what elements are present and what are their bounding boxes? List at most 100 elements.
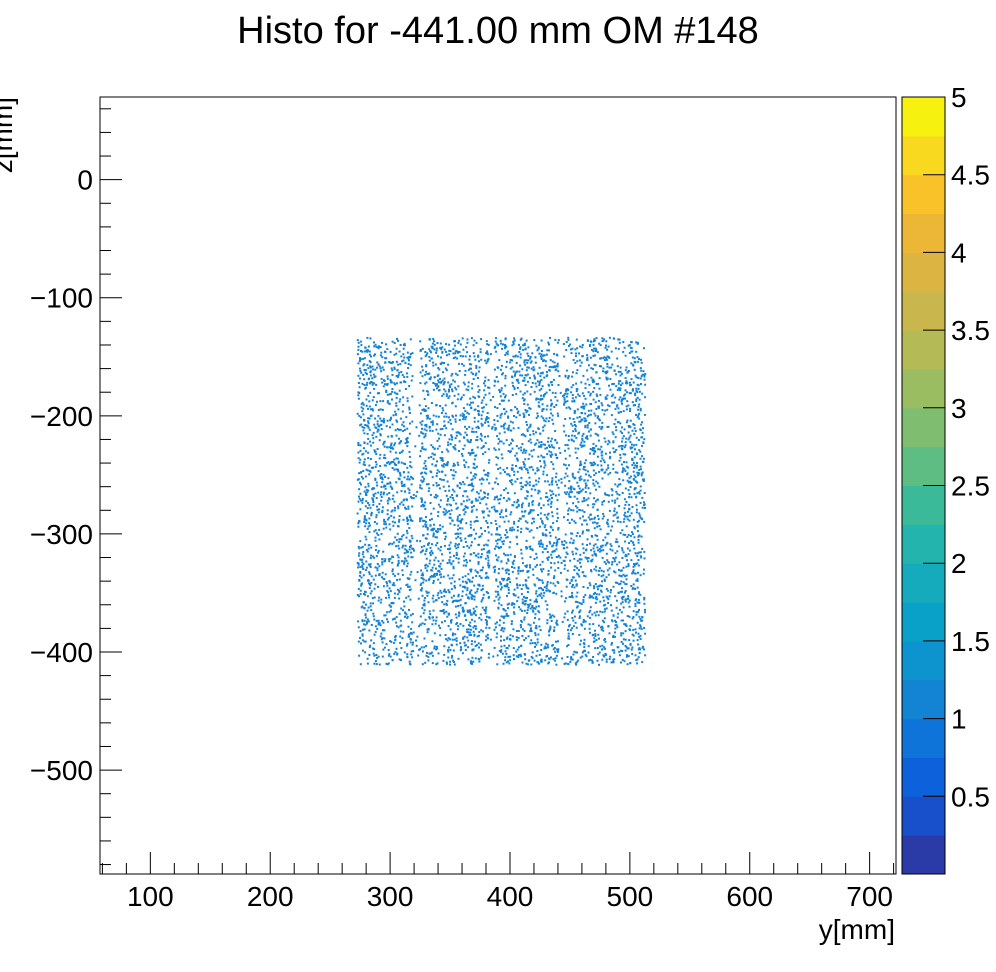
hit-point bbox=[606, 408, 609, 411]
hit-point bbox=[480, 527, 482, 530]
hit-point bbox=[461, 590, 464, 593]
hit-point bbox=[498, 513, 501, 516]
hit-point bbox=[593, 387, 596, 389]
hit-point bbox=[487, 566, 490, 569]
hit-point bbox=[593, 447, 596, 450]
hit-point bbox=[600, 445, 603, 448]
hit-point bbox=[372, 501, 375, 503]
hit-point bbox=[528, 413, 530, 416]
hit-point bbox=[605, 562, 607, 565]
hit-point bbox=[586, 615, 589, 618]
hit-point bbox=[470, 401, 472, 404]
hit-point bbox=[525, 339, 528, 342]
hit-point bbox=[553, 659, 556, 662]
hit-point bbox=[420, 500, 423, 503]
hit-point bbox=[369, 470, 372, 473]
hit-point bbox=[465, 461, 468, 464]
hit-point bbox=[373, 662, 376, 665]
hit-point bbox=[426, 591, 429, 594]
hit-point bbox=[436, 447, 439, 450]
hit-point bbox=[466, 587, 469, 590]
hit-point bbox=[582, 619, 585, 621]
hit-point bbox=[537, 492, 540, 495]
hit-point bbox=[620, 649, 623, 652]
hit-point bbox=[540, 358, 543, 360]
hit-point bbox=[592, 596, 595, 599]
hit-point bbox=[481, 510, 484, 513]
hit-point bbox=[590, 376, 593, 379]
hit-point bbox=[623, 468, 626, 471]
hit-point bbox=[607, 439, 610, 442]
hit-point bbox=[544, 420, 547, 423]
hit-point bbox=[445, 415, 448, 418]
hit-point bbox=[624, 515, 627, 518]
hit-point bbox=[397, 626, 400, 629]
hit-point bbox=[631, 587, 634, 590]
hit-point bbox=[535, 605, 538, 608]
hit-point bbox=[386, 377, 389, 380]
hit-point bbox=[467, 466, 470, 469]
hit-point bbox=[493, 571, 496, 573]
hit-point bbox=[627, 563, 630, 566]
hit-point bbox=[596, 482, 599, 485]
hit-point bbox=[495, 523, 498, 526]
hit-point bbox=[586, 586, 589, 589]
hit-point bbox=[382, 368, 385, 371]
hit-point bbox=[398, 400, 401, 403]
hit-point bbox=[628, 344, 631, 347]
hit-point bbox=[366, 469, 369, 472]
hit-point bbox=[382, 443, 385, 446]
hit-point bbox=[519, 608, 522, 611]
hit-point bbox=[599, 600, 602, 603]
hit-point bbox=[455, 388, 458, 391]
hit-point bbox=[421, 622, 424, 625]
hit-point bbox=[437, 484, 440, 486]
hit-point bbox=[427, 601, 430, 604]
hit-point bbox=[606, 348, 609, 351]
hit-point bbox=[447, 649, 449, 652]
hit-point bbox=[552, 463, 555, 466]
hit-point bbox=[591, 521, 594, 524]
hit-point bbox=[612, 634, 615, 637]
hit-point bbox=[478, 478, 481, 481]
hit-point bbox=[537, 610, 540, 613]
hit-point bbox=[361, 582, 364, 585]
hit-point bbox=[402, 359, 405, 362]
hit-point bbox=[550, 399, 553, 402]
hit-point bbox=[624, 470, 627, 472]
hit-point bbox=[509, 361, 512, 364]
hit-point bbox=[494, 481, 497, 484]
hit-point bbox=[609, 543, 612, 546]
hit-point bbox=[356, 512, 359, 515]
hit-point bbox=[433, 348, 436, 351]
hit-point bbox=[366, 527, 369, 530]
hit-point bbox=[625, 655, 628, 658]
hit-point bbox=[561, 540, 563, 543]
hit-point bbox=[369, 566, 372, 568]
hit-point bbox=[601, 611, 604, 614]
hit-point bbox=[549, 628, 552, 631]
hit-point bbox=[604, 370, 607, 373]
hit-point bbox=[583, 499, 586, 502]
hit-point bbox=[593, 347, 595, 350]
hit-point bbox=[517, 504, 520, 507]
hit-point bbox=[534, 361, 537, 364]
hit-point bbox=[400, 647, 403, 649]
hit-point bbox=[586, 437, 589, 440]
hit-point bbox=[624, 377, 627, 379]
hit-point bbox=[607, 345, 610, 348]
hit-point bbox=[437, 355, 439, 358]
hit-point bbox=[485, 635, 488, 638]
hit-point bbox=[434, 536, 437, 539]
hit-point bbox=[517, 381, 520, 384]
hit-point bbox=[513, 555, 516, 558]
hit-point bbox=[404, 611, 406, 614]
hit-point bbox=[639, 593, 642, 596]
hit-point bbox=[619, 370, 622, 373]
hit-point bbox=[419, 421, 422, 424]
hit-point bbox=[398, 389, 401, 392]
hit-point bbox=[441, 525, 444, 528]
hit-point bbox=[550, 481, 553, 484]
hit-point bbox=[365, 566, 368, 569]
hit-point bbox=[527, 606, 530, 609]
